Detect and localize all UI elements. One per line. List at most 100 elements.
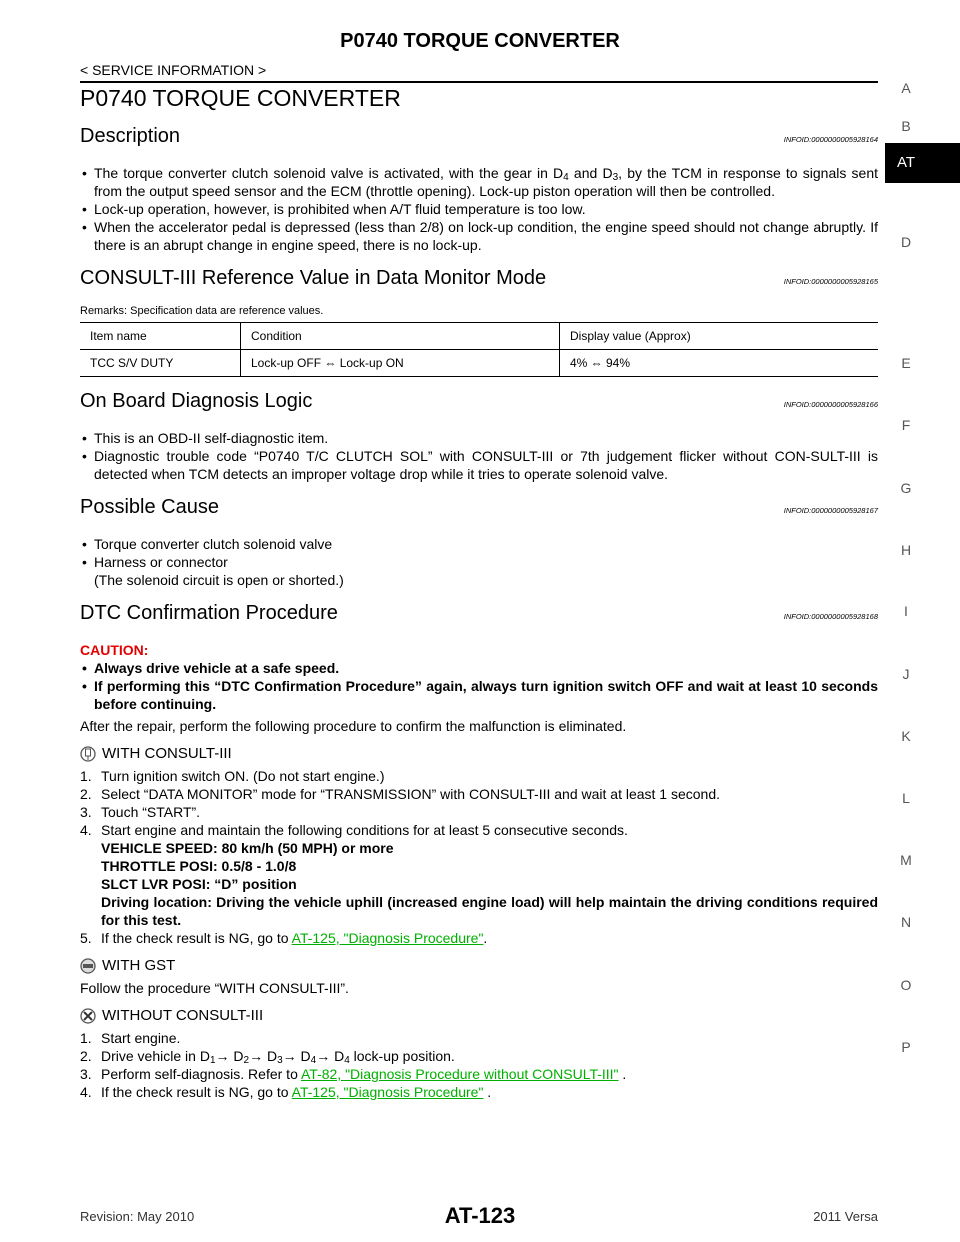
subscript: 4 (344, 1055, 350, 1066)
spec-table: Item name Condition Display value (Approx)… (80, 322, 878, 377)
paragraph: After the repair, perform the following … (80, 717, 878, 735)
index-letter: F (901, 417, 911, 433)
step-number: 2. (80, 786, 92, 802)
footer-page: AT-123 (444, 1203, 516, 1228)
section-heading: On Board Diagnosis Logic INFOID:000000000… (80, 389, 878, 417)
mode-heading: WITH CONSULT-III (80, 745, 878, 763)
step-body: If the check result is NG, go to AT-125,… (101, 929, 878, 947)
text: If the check result is NG, go to (101, 930, 292, 946)
detail-line: SLCT LVR POSI: “D” position (101, 876, 297, 892)
subscript: 2 (243, 1055, 250, 1066)
page-title: P0740 TORQUE CONVERTER (80, 85, 401, 111)
bullet-list: This is an OBD-II self-diagnostic item. D… (80, 429, 878, 483)
table-row: TCC S/V DUTY Lock-up OFF ⇔ Lock-up ON 4% ⇔… (80, 349, 878, 377)
info-id: INFOID:0000000005928165 (783, 277, 878, 286)
text: → D (249, 1048, 278, 1064)
bullet-item: When the accelerator pedal is depressed … (80, 218, 878, 254)
step-text: Select “DATA MONITOR” mode for “TRANSMIS… (101, 785, 878, 803)
bullet-item: This is an OBD-II self-diagnostic item. (80, 429, 878, 447)
section-title: Possible Cause (80, 496, 219, 518)
text: When the accelerator pedal is depressed … (94, 219, 878, 253)
text: Turn ignition switch ON. (Do not start e… (101, 768, 385, 784)
footer-model: 2011 Versa (813, 1209, 878, 1224)
index-letter: L (902, 790, 910, 806)
header-cell: Item name (80, 322, 241, 350)
text: Lock-up operation, however, is prohibite… (94, 201, 586, 217)
text: Harness or connector (The solenoid circu… (94, 554, 344, 588)
section-heading: Possible Cause INFOID:0000000005928167 (80, 495, 878, 523)
detail-line: VEHICLE SPEED: 80 km/h (50 MPH) or more (101, 840, 394, 856)
step-number: 3. (80, 804, 92, 820)
step-details: VEHICLE SPEED: 80 km/h (50 MPH) or more T… (101, 839, 878, 929)
step: 5. If the check result is NG, go to AT-12… (80, 929, 878, 947)
section-title: DTC Confirmation Procedure (80, 602, 338, 624)
step-number: 2. (80, 1048, 92, 1064)
side-index: A B AT D E F G H I J K L M N O P (885, 0, 960, 1242)
subscript: 1 (209, 1055, 216, 1066)
text: Start engine. (101, 1030, 181, 1046)
step: 2. Drive vehicle in D1→ D2→ D3→ D4→ D4 lo… (80, 1047, 878, 1066)
detail-line: THROTTLE POSI: 0.5/8 - 1.0/8 (101, 858, 297, 874)
table-cell: Lock-up OFF ⇔ Lock-up ON (240, 349, 560, 377)
text: and D (568, 165, 613, 181)
section-heading: Description INFOID:0000000005928164 (80, 124, 878, 152)
text: Select “DATA MONITOR” mode for “TRANSMIS… (101, 786, 721, 802)
info-id: INFOID:0000000005928166 (783, 400, 878, 409)
step-body: Touch “START”. (101, 803, 878, 821)
link[interactable]: AT-82, "Diagnosis Procedure without CONS… (300, 1066, 619, 1082)
mode-heading: WITHOUT CONSULT-III (80, 1007, 878, 1025)
index-letter: J (902, 666, 910, 682)
text: This is an OBD-II self-diagnostic item. (94, 430, 329, 446)
step-body: Select “DATA MONITOR” mode for “TRANSMIS… (101, 785, 878, 803)
step-number: 5. (80, 930, 92, 946)
section-title: Description (80, 125, 181, 147)
bullet-item: Lock-up operation, however, is prohibite… (80, 200, 878, 218)
detail-line: Driving location: Driving the vehicle up… (101, 894, 878, 928)
header-cell: Display value (Approx) (559, 322, 878, 350)
index-letter: K (901, 728, 911, 744)
info-id: INFOID:0000000005928167 (783, 506, 878, 515)
text: Touch “START”. (101, 804, 201, 820)
text: . (483, 1084, 492, 1100)
link[interactable]: AT-125, "Diagnosis Procedure" (291, 930, 484, 946)
step-text: If the check result is NG, go to AT-125,… (101, 1083, 878, 1101)
mode-title: WITH CONSULT-III (102, 745, 232, 762)
content: P0740 TORQUE CONVERTER Description INFOID… (80, 84, 878, 1101)
step: 1. Start engine. (80, 1029, 878, 1047)
section-title: CONSULT-III Reference Value in Data Moni… (80, 267, 547, 289)
index-letter: N (900, 914, 912, 930)
index-letter: I (904, 603, 908, 619)
step-text: Touch “START”. (101, 803, 878, 821)
index-letter: AT (885, 143, 960, 183)
text: lock-up position. (349, 1048, 455, 1064)
text: If the check result is NG, go to (101, 1084, 292, 1100)
step-number: 1. (80, 768, 92, 784)
index-letter: G (900, 480, 912, 496)
step-text: Start engine. (101, 1029, 878, 1047)
link[interactable]: AT-125, "Diagnosis Procedure" (291, 1084, 484, 1100)
step-body: If the check result is NG, go to AT-125,… (101, 1083, 878, 1101)
section-heading: DTC Confirmation Procedure INFOID:0000000… (80, 601, 878, 629)
step: 4. Start engine and maintain the followin… (80, 821, 878, 929)
index-letter: A (901, 80, 911, 96)
step-text: Perform self-diagnosis. Refer to AT-82, … (101, 1065, 878, 1083)
text: Follow the procedure “WITH CONSULT-III”. (80, 980, 349, 996)
caution: CAUTION:Always drive vehicle at a safe s… (80, 641, 878, 713)
caution-item: If performing this “DTC Confirmation Pro… (80, 677, 878, 713)
step: 3. Touch “START”. (80, 803, 878, 821)
bullet-list: Torque converter clutch solenoid valve Ha… (80, 535, 878, 589)
mode-icon (80, 1008, 96, 1024)
text: The torque converter clutch solenoid val… (94, 165, 564, 181)
note: Remarks: Specification data are referenc… (80, 305, 324, 317)
section-title: On Board Diagnosis Logic (80, 390, 313, 412)
mode-icon (80, 746, 96, 762)
bullet-item: The torque converter clutch solenoid val… (80, 164, 878, 200)
text: Drive vehicle in D (101, 1048, 210, 1064)
step-body: Start engine and maintain the following … (101, 821, 878, 929)
header-rule (80, 81, 878, 83)
index-letter: E (901, 355, 911, 371)
paragraph: Follow the procedure “WITH CONSULT-III”. (80, 979, 878, 997)
info-id: INFOID:0000000005928168 (783, 612, 878, 621)
text: Start engine and maintain the following … (101, 822, 628, 838)
